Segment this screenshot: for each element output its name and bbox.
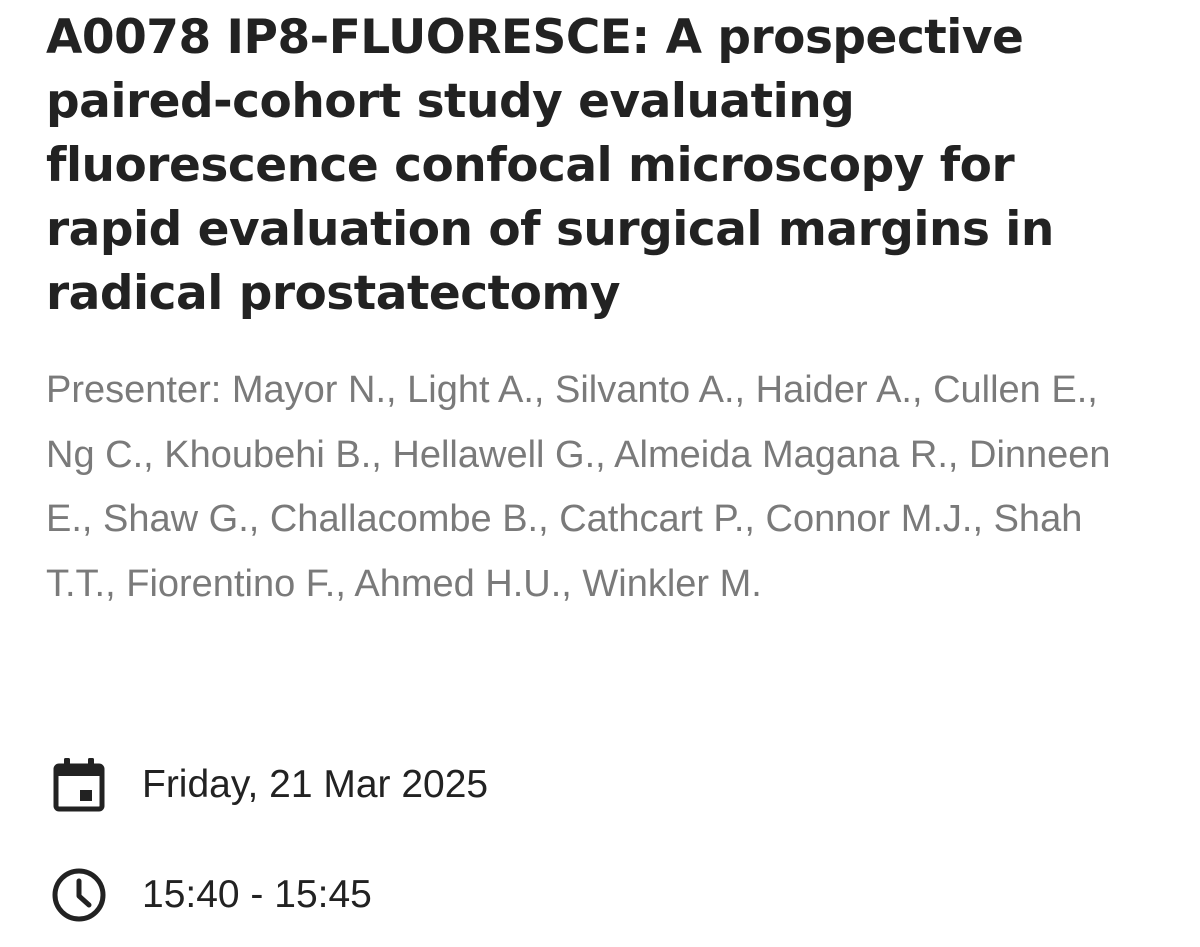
session-details: A0078 IP8-FLUORESCE: A prospective paire…: [46, 6, 1156, 616]
session-date: Friday, 21 Mar 2025: [142, 763, 489, 806]
clock-icon: [50, 866, 108, 924]
session-time: 15:40 - 15:45: [142, 873, 372, 916]
session-date-row: Friday, 21 Mar 2025: [50, 756, 488, 814]
calendar-icon: [50, 756, 108, 814]
session-title: A0078 IP8-FLUORESCE: A prospective paire…: [46, 10, 1054, 321]
session-time-row: 15:40 - 15:45: [50, 866, 372, 924]
presenters-list: Presenter: Mayor N., Light A., Silvanto …: [46, 369, 1111, 605]
